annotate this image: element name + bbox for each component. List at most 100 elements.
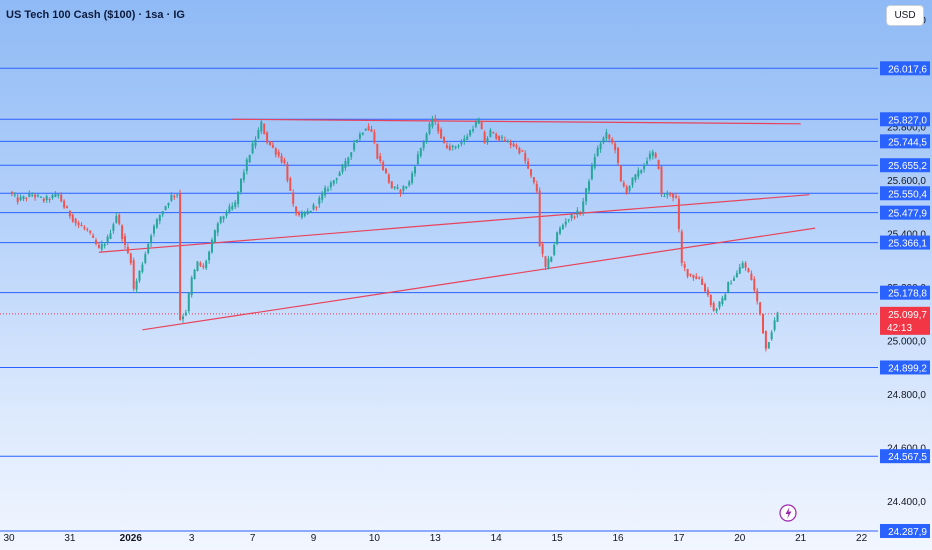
candle bbox=[193, 268, 196, 280]
candle bbox=[596, 145, 599, 157]
candle bbox=[167, 202, 170, 209]
candle bbox=[463, 135, 466, 145]
candle bbox=[416, 151, 419, 166]
candle bbox=[283, 157, 286, 165]
candle bbox=[767, 342, 770, 349]
candle bbox=[489, 128, 492, 138]
candle bbox=[648, 150, 651, 161]
level-price-badge: 25.550,4 bbox=[880, 186, 930, 201]
candle bbox=[71, 213, 74, 223]
candle bbox=[457, 144, 460, 149]
candle bbox=[582, 197, 585, 216]
candle bbox=[213, 229, 216, 243]
last-price-label: 25.099,7 bbox=[888, 310, 927, 321]
candle bbox=[356, 139, 358, 143]
candle bbox=[364, 128, 367, 131]
candle bbox=[245, 157, 248, 175]
candle bbox=[327, 186, 329, 193]
candle bbox=[419, 147, 422, 158]
candle bbox=[141, 262, 144, 274]
candle bbox=[280, 152, 283, 164]
candle bbox=[680, 229, 683, 267]
candle bbox=[42, 197, 45, 204]
candle bbox=[242, 169, 245, 183]
candle bbox=[379, 152, 382, 164]
candle bbox=[666, 190, 669, 199]
candle bbox=[202, 263, 205, 270]
candle bbox=[286, 161, 289, 183]
candle bbox=[370, 125, 373, 133]
y-tick-label: 24.400,0 bbox=[887, 497, 926, 508]
candle bbox=[701, 276, 704, 286]
candle bbox=[503, 136, 506, 142]
candle bbox=[350, 152, 353, 160]
candle bbox=[315, 206, 318, 211]
candle bbox=[634, 173, 637, 183]
candle bbox=[614, 140, 617, 154]
candle bbox=[590, 162, 593, 181]
candle bbox=[405, 186, 408, 190]
trend-line[interactable] bbox=[142, 227, 816, 331]
candle bbox=[126, 243, 129, 255]
x-tick-label: 22 bbox=[856, 533, 868, 544]
candle bbox=[440, 127, 443, 139]
candle bbox=[770, 330, 773, 341]
candle bbox=[332, 180, 335, 187]
candle bbox=[121, 224, 124, 242]
x-tick-label: 9 bbox=[311, 533, 317, 544]
level-price-badge: 25.744,5 bbox=[880, 134, 930, 149]
candle bbox=[173, 194, 176, 200]
candle bbox=[689, 273, 692, 278]
candle bbox=[704, 282, 706, 293]
svg-text:25.655,2: 25.655,2 bbox=[888, 161, 927, 172]
candle bbox=[115, 212, 118, 224]
candle bbox=[692, 274, 695, 281]
candle bbox=[28, 190, 31, 198]
candle bbox=[335, 177, 338, 184]
candle bbox=[640, 169, 643, 175]
x-tick-label: 31 bbox=[64, 533, 76, 544]
candle bbox=[298, 210, 300, 217]
candle bbox=[51, 193, 54, 200]
candle bbox=[161, 210, 164, 218]
candle bbox=[269, 140, 271, 147]
candle bbox=[312, 202, 315, 211]
candle bbox=[422, 140, 425, 151]
trend-line[interactable] bbox=[232, 118, 801, 125]
level-price-badge: 26.017,6 bbox=[880, 61, 930, 76]
candle bbox=[100, 240, 103, 252]
candle bbox=[509, 139, 512, 149]
candle bbox=[588, 178, 590, 194]
candle bbox=[324, 185, 327, 198]
x-tick-label: 15 bbox=[552, 533, 564, 544]
candle bbox=[205, 259, 208, 270]
candle bbox=[373, 129, 376, 145]
candle bbox=[376, 143, 379, 160]
candle bbox=[402, 185, 405, 195]
candle bbox=[45, 194, 48, 203]
candle bbox=[695, 273, 698, 280]
trend-line[interactable] bbox=[98, 194, 810, 253]
candle bbox=[747, 267, 750, 273]
candle bbox=[153, 224, 155, 237]
candle bbox=[556, 231, 559, 246]
candle bbox=[138, 270, 141, 283]
candle bbox=[329, 180, 332, 191]
candle bbox=[289, 176, 292, 192]
candle bbox=[385, 168, 387, 175]
candle bbox=[132, 257, 135, 292]
candle bbox=[654, 151, 657, 159]
candle bbox=[706, 287, 709, 298]
candle bbox=[222, 215, 225, 223]
candle bbox=[295, 206, 298, 217]
currency-button[interactable]: USD bbox=[886, 5, 924, 26]
y-tick-label: 25.000,0 bbox=[887, 337, 926, 348]
candle bbox=[216, 221, 219, 237]
candle bbox=[756, 287, 759, 305]
lightning-event-icon[interactable] bbox=[779, 504, 797, 522]
candle bbox=[19, 194, 22, 202]
candle bbox=[564, 218, 567, 228]
x-tick-label: 14 bbox=[491, 533, 503, 544]
x-tick-label: 2026 bbox=[120, 533, 143, 544]
